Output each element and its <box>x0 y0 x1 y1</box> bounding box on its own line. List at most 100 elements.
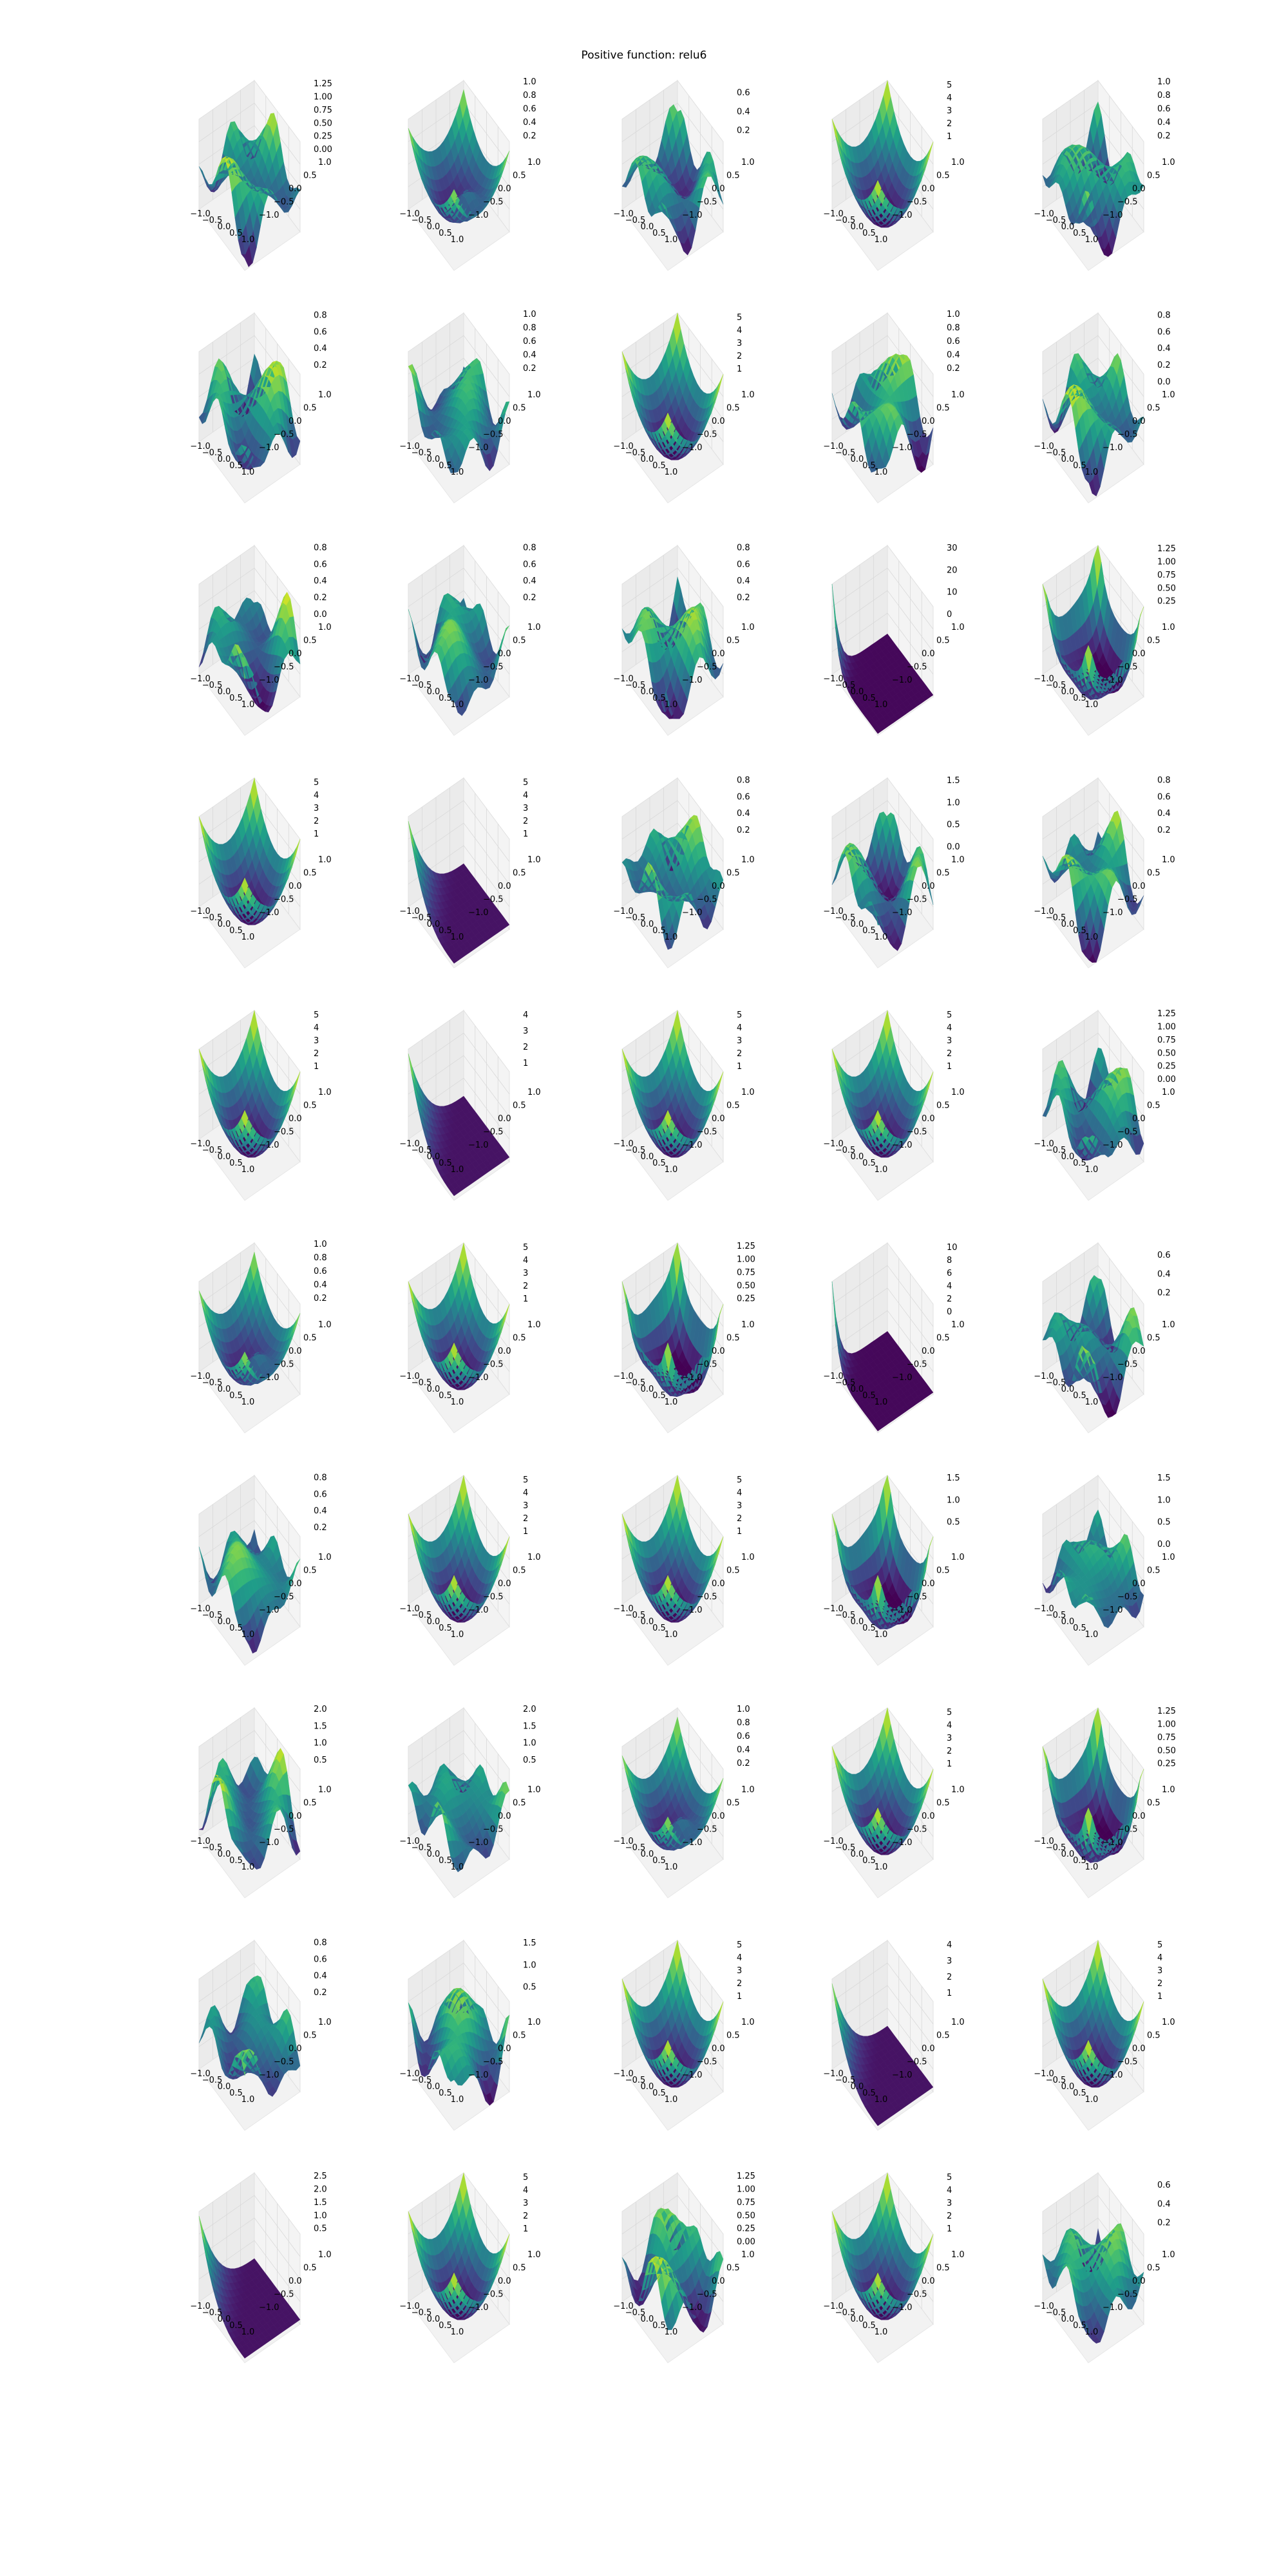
z-tick-label: 0.2 <box>737 826 750 835</box>
z-tick-label: 0.25 <box>737 2224 755 2234</box>
y-tick-label: 0.5 <box>1147 2031 1160 2041</box>
z-tick-label: 2 <box>523 1514 528 1524</box>
z-tick-label: 0.8 <box>1157 91 1171 100</box>
z-tick-label: 0.2 <box>947 364 960 374</box>
z-tick-label: 0.8 <box>523 91 536 100</box>
x-tick-label: −1.0 <box>399 1604 420 1614</box>
y-tick-label: 0.5 <box>303 2264 317 2273</box>
subplot-18: −1.0−0.50.00.51.01.00.50.0−0.5−1.00.20.4… <box>613 776 755 969</box>
z-tick-label: 0.8 <box>1157 311 1171 321</box>
x-tick-label: −1.0 <box>823 209 844 219</box>
x-tick-label: 0.0 <box>218 2082 231 2092</box>
x-tick-label: 0.0 <box>851 2082 864 2092</box>
x-tick-label: 0.5 <box>229 694 243 703</box>
x-tick-label: 1.0 <box>242 2095 255 2105</box>
z-tick-label: 0.4 <box>1157 809 1171 819</box>
subplot-40: −1.0−0.50.00.51.01.00.50.0−0.5−1.00.250.… <box>1034 1707 1176 1899</box>
surface-plot <box>1042 545 1144 700</box>
z-tick-label: 0.75 <box>314 106 332 115</box>
y-tick-label: −0.5 <box>697 198 717 207</box>
y-tick-label: 1.0 <box>1162 1785 1175 1795</box>
x-tick-label: −0.5 <box>1046 2308 1066 2318</box>
y-tick-label: −1.0 <box>1103 1373 1123 1383</box>
x-tick-label: 0.5 <box>862 1159 876 1168</box>
x-tick-label: 0.5 <box>229 461 243 471</box>
y-tick-label: 0.5 <box>726 1334 740 1343</box>
y-tick-label: −1.0 <box>1103 2303 1123 2313</box>
z-tick-label: 0.4 <box>314 344 327 354</box>
x-tick-label: 0.5 <box>652 1159 666 1168</box>
x-tick-label: −0.5 <box>835 1378 856 1388</box>
z-tick-label: 1 <box>737 1527 742 1537</box>
z-tick-label: 0.2 <box>523 131 536 141</box>
y-tick-label: 0.5 <box>726 2264 740 2273</box>
x-tick-label: 0.0 <box>641 455 654 464</box>
x-tick-label: −1.0 <box>399 209 420 219</box>
y-tick-label: −1.0 <box>468 1141 489 1150</box>
z-tick-label: 0.2 <box>314 1988 327 1998</box>
z-tick-label: 0.50 <box>1157 1048 1176 1058</box>
y-tick-label: 1.0 <box>951 390 965 400</box>
y-tick-label: 0.5 <box>513 2031 526 2041</box>
y-tick-label: 0.5 <box>513 869 526 878</box>
x-tick-label: −1.0 <box>190 1139 211 1149</box>
y-tick-label: 0.0 <box>498 2277 511 2286</box>
subplot-28: −1.0−0.50.00.51.01.00.50.0−0.5−1.00.250.… <box>613 1242 755 1434</box>
z-tick-label: 3 <box>947 1956 952 1966</box>
x-tick-label: −0.5 <box>625 2076 646 2085</box>
z-tick-label: 0.0 <box>1157 1540 1171 1549</box>
z-tick-label: 0.6 <box>1157 1251 1171 1260</box>
surface-plot <box>408 358 510 473</box>
y-tick-label: 1.0 <box>951 2018 965 2027</box>
z-tick-label: 1 <box>314 1062 319 1072</box>
z-tick-label: 0.6 <box>947 337 960 346</box>
x-tick-label: −1.0 <box>613 674 634 684</box>
y-tick-label: 0.5 <box>936 1799 950 1808</box>
y-tick-label: 0.5 <box>936 171 950 181</box>
x-tick-label: 0.0 <box>851 1850 864 1859</box>
y-tick-label: −0.5 <box>907 430 927 440</box>
z-tick-label: 1 <box>947 1989 952 1998</box>
z-tick-label: 0.8 <box>314 1253 327 1263</box>
x-tick-label: −0.5 <box>412 2076 432 2085</box>
z-tick-label: 2 <box>947 1973 952 1982</box>
x-tick-label: −1.0 <box>399 1837 420 1846</box>
x-tick-label: −1.0 <box>613 2069 634 2079</box>
y-tick-label: 0.5 <box>1147 636 1160 646</box>
z-tick-label: 1.25 <box>1157 1707 1176 1716</box>
y-tick-label: −1.0 <box>259 1838 279 1848</box>
y-tick-label: −1.0 <box>468 2070 489 2080</box>
x-tick-label: 0.5 <box>439 694 452 703</box>
x-tick-label: −0.5 <box>202 448 223 458</box>
x-tick-label: 0.0 <box>1061 455 1075 464</box>
x-tick-label: 0.0 <box>427 1385 440 1394</box>
y-tick-label: 0.0 <box>289 649 302 659</box>
z-tick-label: 4 <box>947 1940 952 1950</box>
x-tick-label: 0.5 <box>1073 1159 1086 1168</box>
z-tick-label: 1.5 <box>314 1721 327 1731</box>
y-tick-label: −0.5 <box>1117 430 1138 440</box>
z-tick-label: 5 <box>947 80 952 90</box>
z-tick-label: 3 <box>737 1966 742 1976</box>
z-tick-label: 0.00 <box>1157 1075 1176 1084</box>
z-tick-label: 2 <box>947 119 952 129</box>
subplot-35: −1.0−0.50.00.51.01.00.50.0−0.5−1.00.00.5… <box>1034 1473 1175 1666</box>
y-tick-label: 0.0 <box>922 1347 935 1356</box>
z-tick-label: 3 <box>947 1734 952 1743</box>
y-tick-label: 0.0 <box>922 649 935 659</box>
y-tick-label: −0.5 <box>697 2290 717 2300</box>
x-tick-label: 1.0 <box>875 700 888 710</box>
z-tick-label: 0.6 <box>314 1267 327 1276</box>
z-tick-label: 5 <box>947 1708 952 1718</box>
x-tick-label: 0.5 <box>862 926 876 936</box>
x-tick-label: 0.5 <box>229 1856 243 1866</box>
x-tick-label: −1.0 <box>399 1139 420 1149</box>
z-tick-label: 3 <box>947 106 952 116</box>
y-tick-label: 1.0 <box>527 855 541 865</box>
z-tick-label: 1.0 <box>523 310 536 319</box>
x-tick-label: −1.0 <box>823 1372 844 1381</box>
